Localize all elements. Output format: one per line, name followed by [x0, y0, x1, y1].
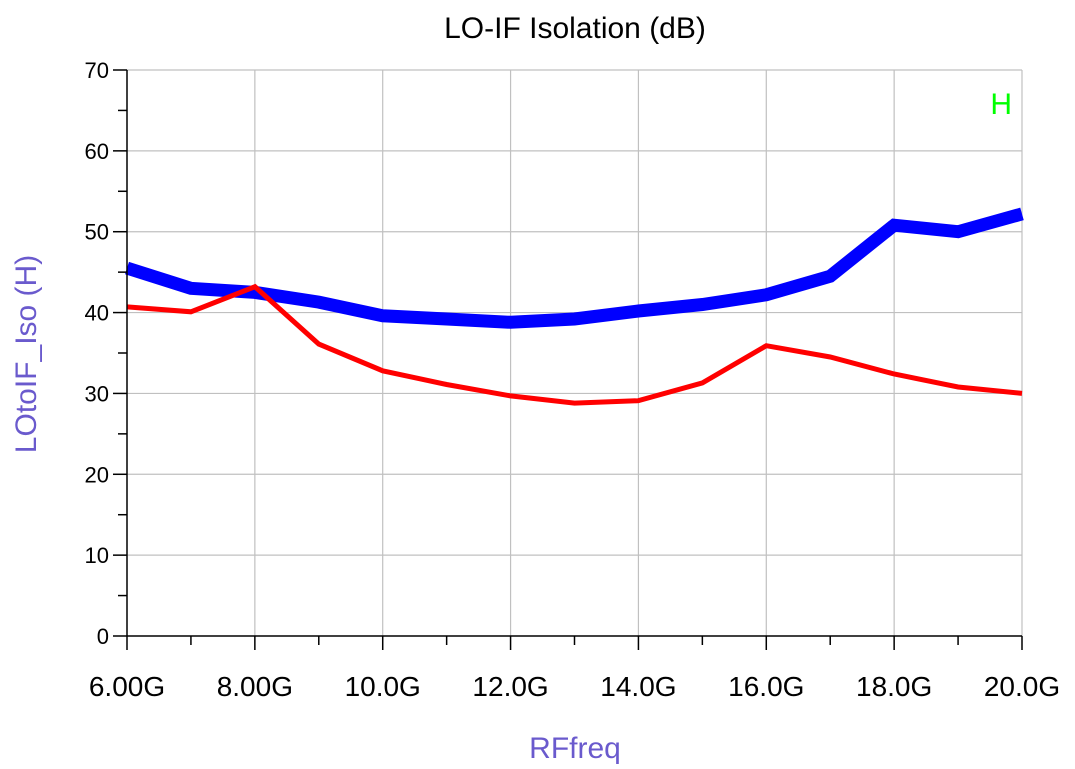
y-tick-label: 50	[85, 220, 109, 245]
x-tick-label: 6.00G	[89, 671, 165, 702]
x-tick-label: 8.00G	[217, 671, 293, 702]
y-tick-label: 0	[97, 624, 109, 649]
x-axis-label: RFfreq	[529, 732, 621, 765]
x-tick-label: 10.0G	[345, 671, 421, 702]
x-tick-label: 16.0G	[728, 671, 804, 702]
axis-layer	[113, 69, 1023, 650]
series-layer	[125, 207, 1024, 406]
series-marker-label: H	[990, 88, 1012, 121]
x-tick-label: 18.0G	[856, 671, 932, 702]
y-tick-label: 20	[85, 462, 109, 487]
y-axis-label: LOtoIF_Iso (H)	[10, 255, 43, 453]
x-tick-label: 20.0G	[984, 671, 1060, 702]
y-tick-label: 70	[85, 58, 109, 83]
y-tick-label: 40	[85, 301, 109, 326]
y-tick-label: 60	[85, 139, 109, 164]
tick-label-layer: 0 10 20 30 40 50 60 70 6.00G 8.00G 10.0G 12.0G 14.0G…	[85, 58, 1061, 702]
series-line-1	[125, 207, 1024, 329]
series-line-2	[126, 283, 1023, 406]
x-tick-label: 12.0G	[472, 671, 548, 702]
grid-layer	[127, 69, 1023, 636]
y-tick-label: 30	[85, 381, 109, 406]
chart-title: LO-IF Isolation (dB)	[444, 12, 706, 45]
y-tick-label: 10	[85, 543, 109, 568]
x-tick-label: 14.0G	[600, 671, 676, 702]
